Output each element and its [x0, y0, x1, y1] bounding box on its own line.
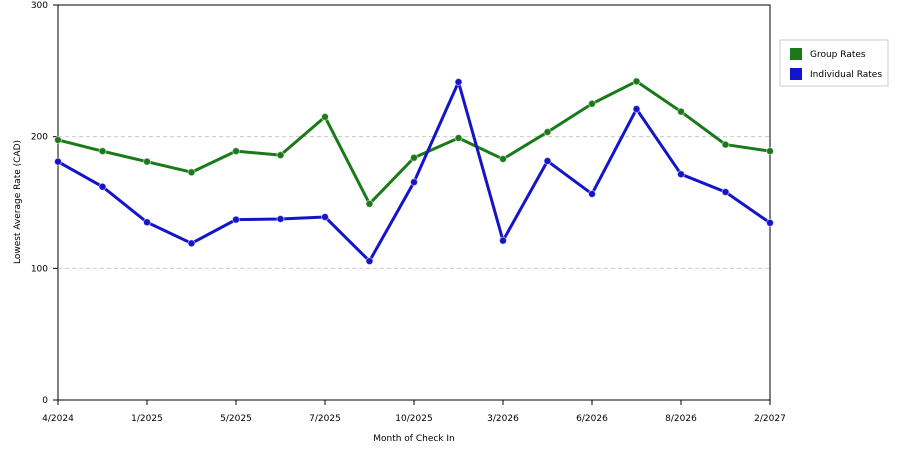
- data-point: [187, 168, 196, 177]
- data-point: [410, 178, 418, 187]
- data-point: [232, 147, 240, 156]
- data-point: [543, 128, 552, 137]
- data-point: [276, 214, 285, 223]
- data-point: [365, 199, 374, 208]
- data-point: [454, 78, 463, 87]
- data-point: [677, 170, 685, 179]
- data-point: [721, 187, 730, 196]
- y-tick-label: 200: [31, 133, 48, 143]
- data-point: [365, 257, 374, 266]
- data-point: [98, 147, 107, 156]
- x-tick-label: 1/2025: [131, 414, 163, 424]
- data-point: [54, 157, 62, 166]
- data-point: [143, 218, 151, 227]
- y-axis-label: Lowest Average Rate (CAD): [13, 140, 23, 264]
- data-point: [321, 212, 329, 221]
- legend-swatch: [790, 68, 802, 80]
- legend-swatch: [790, 48, 802, 60]
- data-point: [721, 140, 730, 149]
- data-point: [588, 99, 596, 108]
- data-point: [766, 218, 774, 227]
- data-point: [232, 215, 240, 224]
- plot-frame: [57, 4, 771, 401]
- x-tick-label: 3/2026: [487, 414, 519, 424]
- data-point: [54, 135, 62, 144]
- data-point: [98, 182, 107, 191]
- data-point: [632, 105, 641, 114]
- x-tick-label: 4/2024: [42, 414, 74, 424]
- data-point: [677, 107, 685, 116]
- data-point: [632, 77, 641, 86]
- legend-label: Individual Rates: [810, 70, 882, 80]
- data-point: [187, 239, 196, 248]
- data-point: [543, 157, 552, 166]
- data-point: [588, 189, 596, 198]
- y-tick-label: 0: [42, 396, 48, 406]
- x-tick-label: 5/2025: [220, 414, 252, 424]
- y-tick-label: 100: [31, 264, 48, 274]
- data-point: [410, 153, 418, 162]
- x-tick-label: 7/2025: [309, 414, 341, 424]
- y-tick-label: 300: [31, 1, 48, 11]
- series-line: [57, 80, 771, 263]
- data-point: [499, 236, 507, 245]
- data-point: [766, 147, 774, 156]
- data-point: [499, 155, 507, 164]
- legend-label: Group Rates: [810, 50, 866, 60]
- data-point: [276, 151, 285, 160]
- x-tick-label: 6/2026: [576, 414, 608, 424]
- data-point: [454, 133, 463, 142]
- x-tick-label: 2/2027: [754, 414, 786, 424]
- x-tick-label: 8/2026: [665, 414, 697, 424]
- x-tick-label: 10/2025: [395, 414, 432, 424]
- x-axis-label: Month of Check In: [373, 434, 455, 444]
- data-point: [321, 112, 329, 121]
- data-point: [143, 157, 151, 166]
